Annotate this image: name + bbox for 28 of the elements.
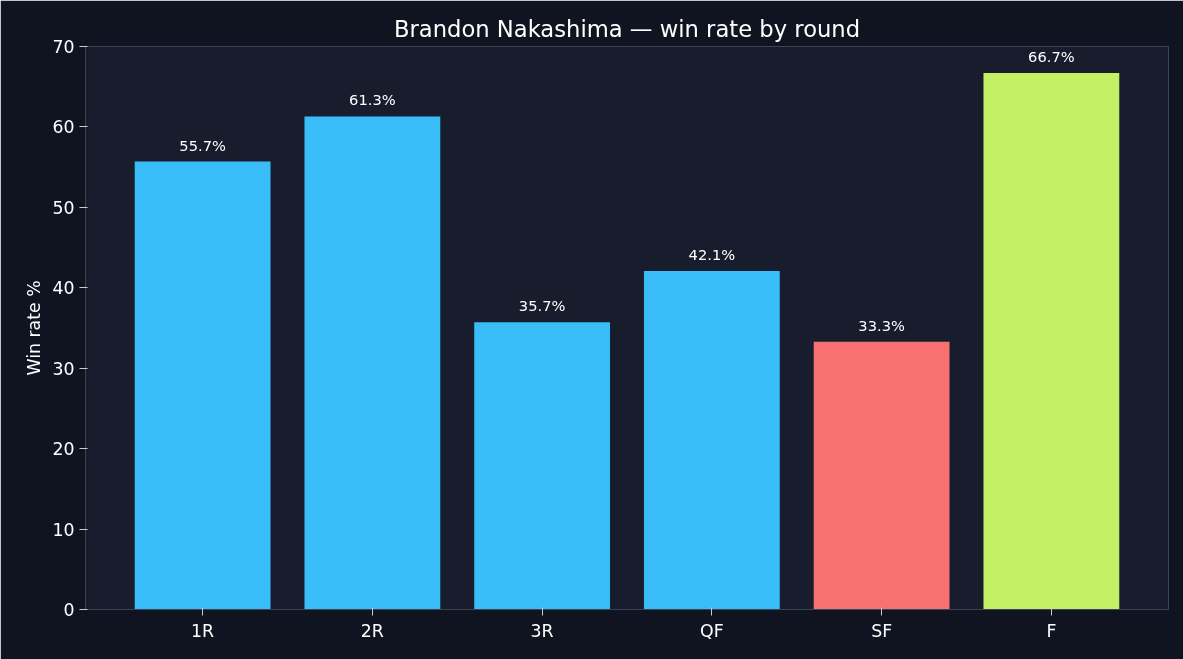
bar — [983, 73, 1120, 610]
y-tick-label: 50 — [52, 197, 75, 218]
data-label: 61.3% — [349, 91, 396, 109]
bar — [643, 270, 780, 610]
data-label: 33.3% — [858, 316, 905, 334]
y-tick-label: 20 — [52, 439, 75, 460]
x-tick-label: QF — [700, 620, 724, 641]
x-tick-label: 3R — [530, 620, 554, 641]
y-tick-label: 60 — [52, 117, 75, 138]
y-tick-label: 40 — [52, 278, 75, 299]
data-label: 66.7% — [1028, 48, 1075, 66]
data-label: 42.1% — [688, 245, 736, 263]
chart-title: Brandon Nakashima — win rate by round — [393, 15, 861, 42]
data-label: 35.7% — [518, 297, 566, 315]
x-tick-label: 2R — [360, 620, 384, 641]
y-tick-label: 30 — [52, 358, 75, 379]
y-tick-label: 0 — [63, 600, 75, 620]
x-tick-label: 1R — [191, 620, 215, 641]
bar — [304, 116, 441, 610]
bar — [813, 341, 950, 610]
y-axis-title: Win rate % — [24, 280, 45, 376]
data-label: 55.7% — [179, 136, 226, 154]
bar — [134, 161, 271, 610]
x-tick-label: F — [1046, 620, 1057, 641]
y-tick-label: 10 — [52, 519, 75, 540]
bar — [474, 322, 611, 610]
y-tick-label: 70 — [52, 37, 75, 57]
x-tick-label: SF — [871, 620, 893, 641]
